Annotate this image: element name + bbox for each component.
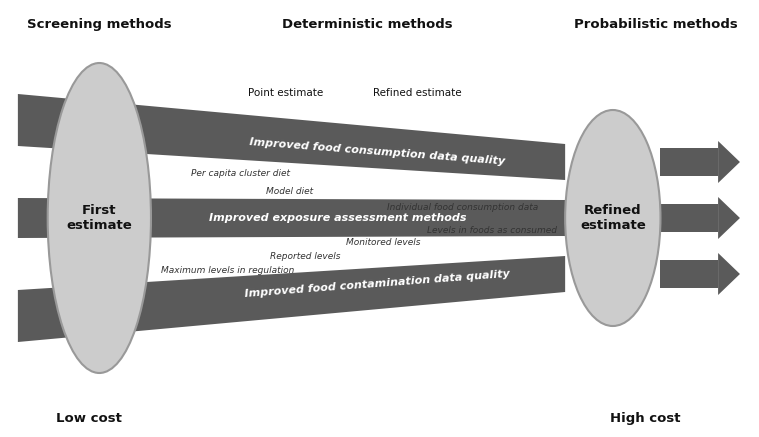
- Polygon shape: [718, 197, 740, 239]
- Text: Monitored levels: Monitored levels: [345, 238, 420, 247]
- Polygon shape: [660, 260, 718, 288]
- Text: Improved food consumption data quality: Improved food consumption data quality: [249, 137, 505, 167]
- Text: Reported levels: Reported levels: [270, 252, 341, 261]
- Text: Deterministic methods: Deterministic methods: [282, 18, 453, 31]
- Polygon shape: [18, 94, 565, 180]
- Text: Maximum levels in regulation: Maximum levels in regulation: [161, 266, 294, 275]
- Ellipse shape: [565, 110, 660, 326]
- Text: Low cost: Low cost: [56, 412, 122, 425]
- Text: Refined
estimate: Refined estimate: [580, 204, 646, 232]
- Text: Improved food contamination data quality: Improved food contamination data quality: [244, 269, 510, 299]
- Polygon shape: [718, 253, 740, 295]
- Text: Probabilistic methods: Probabilistic methods: [574, 18, 738, 31]
- Text: Point estimate: Point estimate: [248, 88, 323, 98]
- Polygon shape: [718, 141, 740, 183]
- Ellipse shape: [48, 63, 151, 373]
- Polygon shape: [660, 204, 718, 232]
- Text: Screening methods: Screening methods: [27, 18, 172, 31]
- Text: First
estimate: First estimate: [67, 204, 132, 232]
- Polygon shape: [18, 256, 565, 342]
- Polygon shape: [660, 148, 718, 176]
- Polygon shape: [18, 198, 565, 238]
- Text: Per capita cluster diet: Per capita cluster diet: [191, 169, 290, 178]
- Text: Individual food consumption data: Individual food consumption data: [387, 203, 539, 212]
- Text: Levels in foods as consumed: Levels in foods as consumed: [427, 226, 557, 235]
- Text: High cost: High cost: [610, 412, 681, 425]
- Text: Refined estimate: Refined estimate: [373, 88, 461, 98]
- Text: Improved exposure assessment methods: Improved exposure assessment methods: [209, 213, 467, 223]
- Text: Model diet: Model diet: [266, 187, 313, 196]
